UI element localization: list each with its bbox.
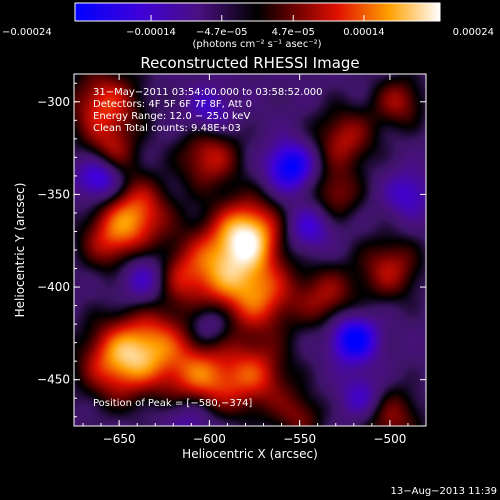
colorbar-tick-label: 0.00014 [343,27,384,38]
annotation-energy: Energy Range: 12.0 − 25.0 keV [93,111,250,122]
y-tick-label: −450 [37,373,70,387]
y-tick-label: −350 [37,187,70,201]
x-tick-label: −600 [193,432,226,446]
annotation-detectors: Detectors: 4F 5F 6F 7F 8F, Att 0 [93,99,252,110]
colorbar [74,2,441,22]
y-axis: −300 −350 −400 −450 [37,82,426,418]
colorbar-tick-label: 0.00024 [453,27,494,38]
footer-timestamp: 13−Aug−2013 11:39 [391,486,497,497]
x-axis: −650 −600 −550 −500 [82,74,427,446]
colorbar-ticks [74,15,441,21]
annotation-block: 31−May−2011 03:54:00.000 to 03:58:52.000… [93,87,323,134]
x-axis-label: Heliocentric X (arcsec) [182,447,318,461]
colorbar-tick-label: −4.7e−05 [196,27,248,38]
x-tick-label: −650 [103,432,136,446]
x-tick-label: −500 [373,432,406,446]
peak-position-label: Position of Peak = [−580,−374] [93,398,252,409]
colorbar-tick-label: −0.00024 [2,27,52,38]
y-axis-label: Heliocentric Y (arcsec) [13,183,27,318]
colorbar-tick-label: 4.7e−05 [272,27,315,38]
colorbar-tick-labels: −0.00024 −0.00014 −4.7e−05 4.7e−05 0.00014 0.… [2,27,494,38]
y-tick-label: −300 [37,95,70,109]
colorbar-tick-label: −0.00014 [126,27,176,38]
chart-title: Reconstructed RHESSI Image [140,54,359,72]
annotation-counts: Clean Total counts: 9.48E+03 [93,123,241,134]
x-tick-label: −550 [283,432,316,446]
y-tick-label: −400 [37,280,70,294]
annotation-time: 31−May−2011 03:54:00.000 to 03:58:52.000 [93,87,323,98]
heatmap-image [74,74,426,426]
colorbar-units-label: (photons cm⁻² s⁻¹ asec⁻²) [192,39,321,50]
